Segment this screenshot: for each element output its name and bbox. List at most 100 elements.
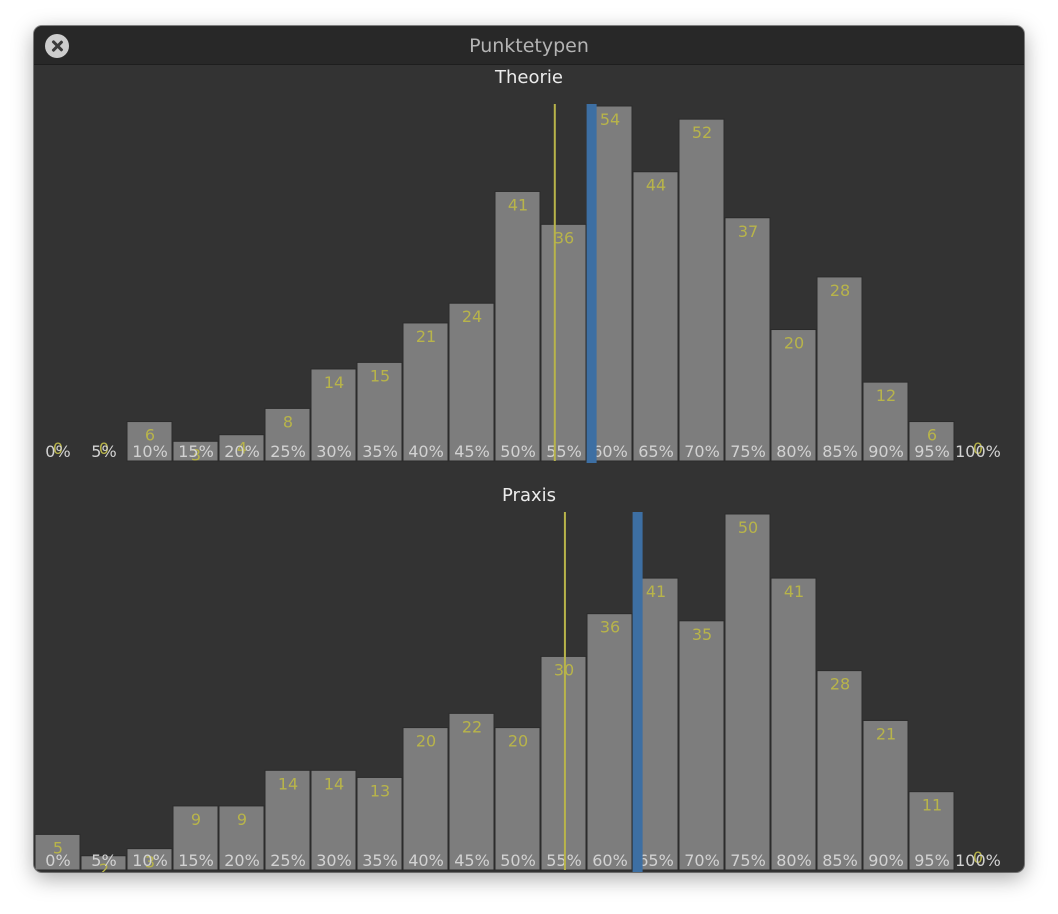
theorie-bar [494,190,541,462]
theorie-bar [218,434,265,462]
praxis-tick-label: 90% [868,851,904,870]
praxis-count-label: 20 [416,732,436,751]
praxis-tick-label: 70% [684,851,720,870]
praxis-tick-label: 65% [638,851,674,870]
praxis-count-label: 35 [692,625,712,644]
theorie-count-label: 6 [145,426,155,445]
theorie-tick-label: 75% [730,442,766,461]
praxis-count-label: 50 [738,518,758,537]
praxis-count-label: 21 [876,724,896,743]
theorie-count-label: 21 [416,327,436,346]
theorie-tick-label: 85% [822,442,858,461]
theorie-tick-label: 35% [362,442,398,461]
praxis-tick-label: 50% [500,851,536,870]
theorie-count-label: 14 [324,373,344,392]
theorie-count-label: 20 [784,334,804,353]
praxis-bar [126,848,173,871]
praxis-tick-label: 80% [776,851,812,870]
theorie-tick-label: 10% [132,442,168,461]
theorie-bar [632,171,679,462]
praxis-bar [770,577,817,871]
theorie-count-label: 0 [99,439,109,458]
praxis-bar [724,513,771,871]
theorie-bar [356,361,403,462]
theorie-bar [172,440,219,462]
theorie-count-label: 8 [283,412,293,431]
praxis-tick-label: 20% [224,851,260,870]
theorie-count-label: 52 [692,123,712,142]
praxis-tick-label: 35% [362,851,398,870]
close-icon[interactable] [45,34,69,58]
window-title: Punktetypen [469,35,589,57]
praxis-count-label: 41 [646,582,666,601]
theorie-tick-label: 40% [408,442,444,461]
theorie-bar [862,381,909,462]
theorie-tick-label: 0% [45,442,70,461]
praxis-bar [218,805,265,871]
theorie-count-label: 4 [237,439,247,458]
theorie-bar [816,276,863,462]
praxis-count-label: 28 [830,675,850,694]
praxis-bar [172,805,219,871]
theorie-count-label: 6 [927,426,937,445]
theorie-bar [402,322,449,462]
theorie-count-label: 0 [53,439,63,458]
theorie-score-indicator [586,104,597,463]
praxis-bar [264,769,311,871]
praxis-bar [310,769,357,871]
theorie-count-label: 3 [191,445,201,464]
theorie-count-label: 37 [738,222,758,241]
praxis-count-label: 14 [278,774,298,793]
theorie-tick-label: 100% [955,442,1001,461]
praxis-count-label: 22 [462,717,482,736]
praxis-bar [448,712,495,871]
praxis-tick-label: 75% [730,851,766,870]
theorie-bar [448,302,495,462]
praxis-bar [540,655,587,871]
praxis-count-label: 9 [191,810,201,829]
praxis-tick-label: 85% [822,851,858,870]
praxis-bar [862,719,909,871]
praxis-tick-label: 100% [955,851,1001,870]
praxis-tick-label: 95% [914,851,950,870]
theorie-bar [678,118,725,462]
praxis-bar [356,776,403,871]
theorie-tick-label: 5% [91,442,116,461]
theorie-count-label: 0 [973,439,983,458]
praxis-count-label: 2 [99,860,109,872]
theorie-bar [770,329,817,462]
theorie-tick-label: 25% [270,442,306,461]
theorie-tick-label: 50% [500,442,536,461]
theorie-bar [908,421,955,462]
praxis-tick-label: 40% [408,851,444,870]
theorie-tick-label: 55% [546,442,582,461]
praxis-bar [494,727,541,871]
theorie-tick-label: 30% [316,442,352,461]
praxis-bar [678,620,725,871]
praxis-tick-label: 10% [132,851,168,870]
theorie-count-label: 15 [370,366,390,385]
praxis-tick-label: 15% [178,851,214,870]
theorie-count-label: 41 [508,195,528,214]
praxis-average-line [563,512,566,870]
title-bar: Punktetypen [34,26,1024,65]
praxis-bar [908,791,955,871]
theorie-bar [540,223,587,462]
theorie-count-label: 36 [554,228,574,247]
praxis-score-indicator [632,512,643,872]
praxis-bar [586,613,633,871]
theorie-count-label: 54 [600,110,620,129]
theorie-bar [310,368,357,462]
praxis-tick-label: 0% [45,851,70,870]
theorie-count-label: 28 [830,281,850,300]
theorie-count-label: 24 [462,307,482,326]
theorie-tick-label: 65% [638,442,674,461]
praxis-count-label: 14 [324,774,344,793]
theorie-tick-label: 90% [868,442,904,461]
praxis-bar [402,727,449,871]
praxis-count-label: 5 [53,838,63,857]
praxis-tick-label: 45% [454,851,490,870]
theorie-tick-label: 60% [592,442,628,461]
theorie-bar [264,407,311,462]
